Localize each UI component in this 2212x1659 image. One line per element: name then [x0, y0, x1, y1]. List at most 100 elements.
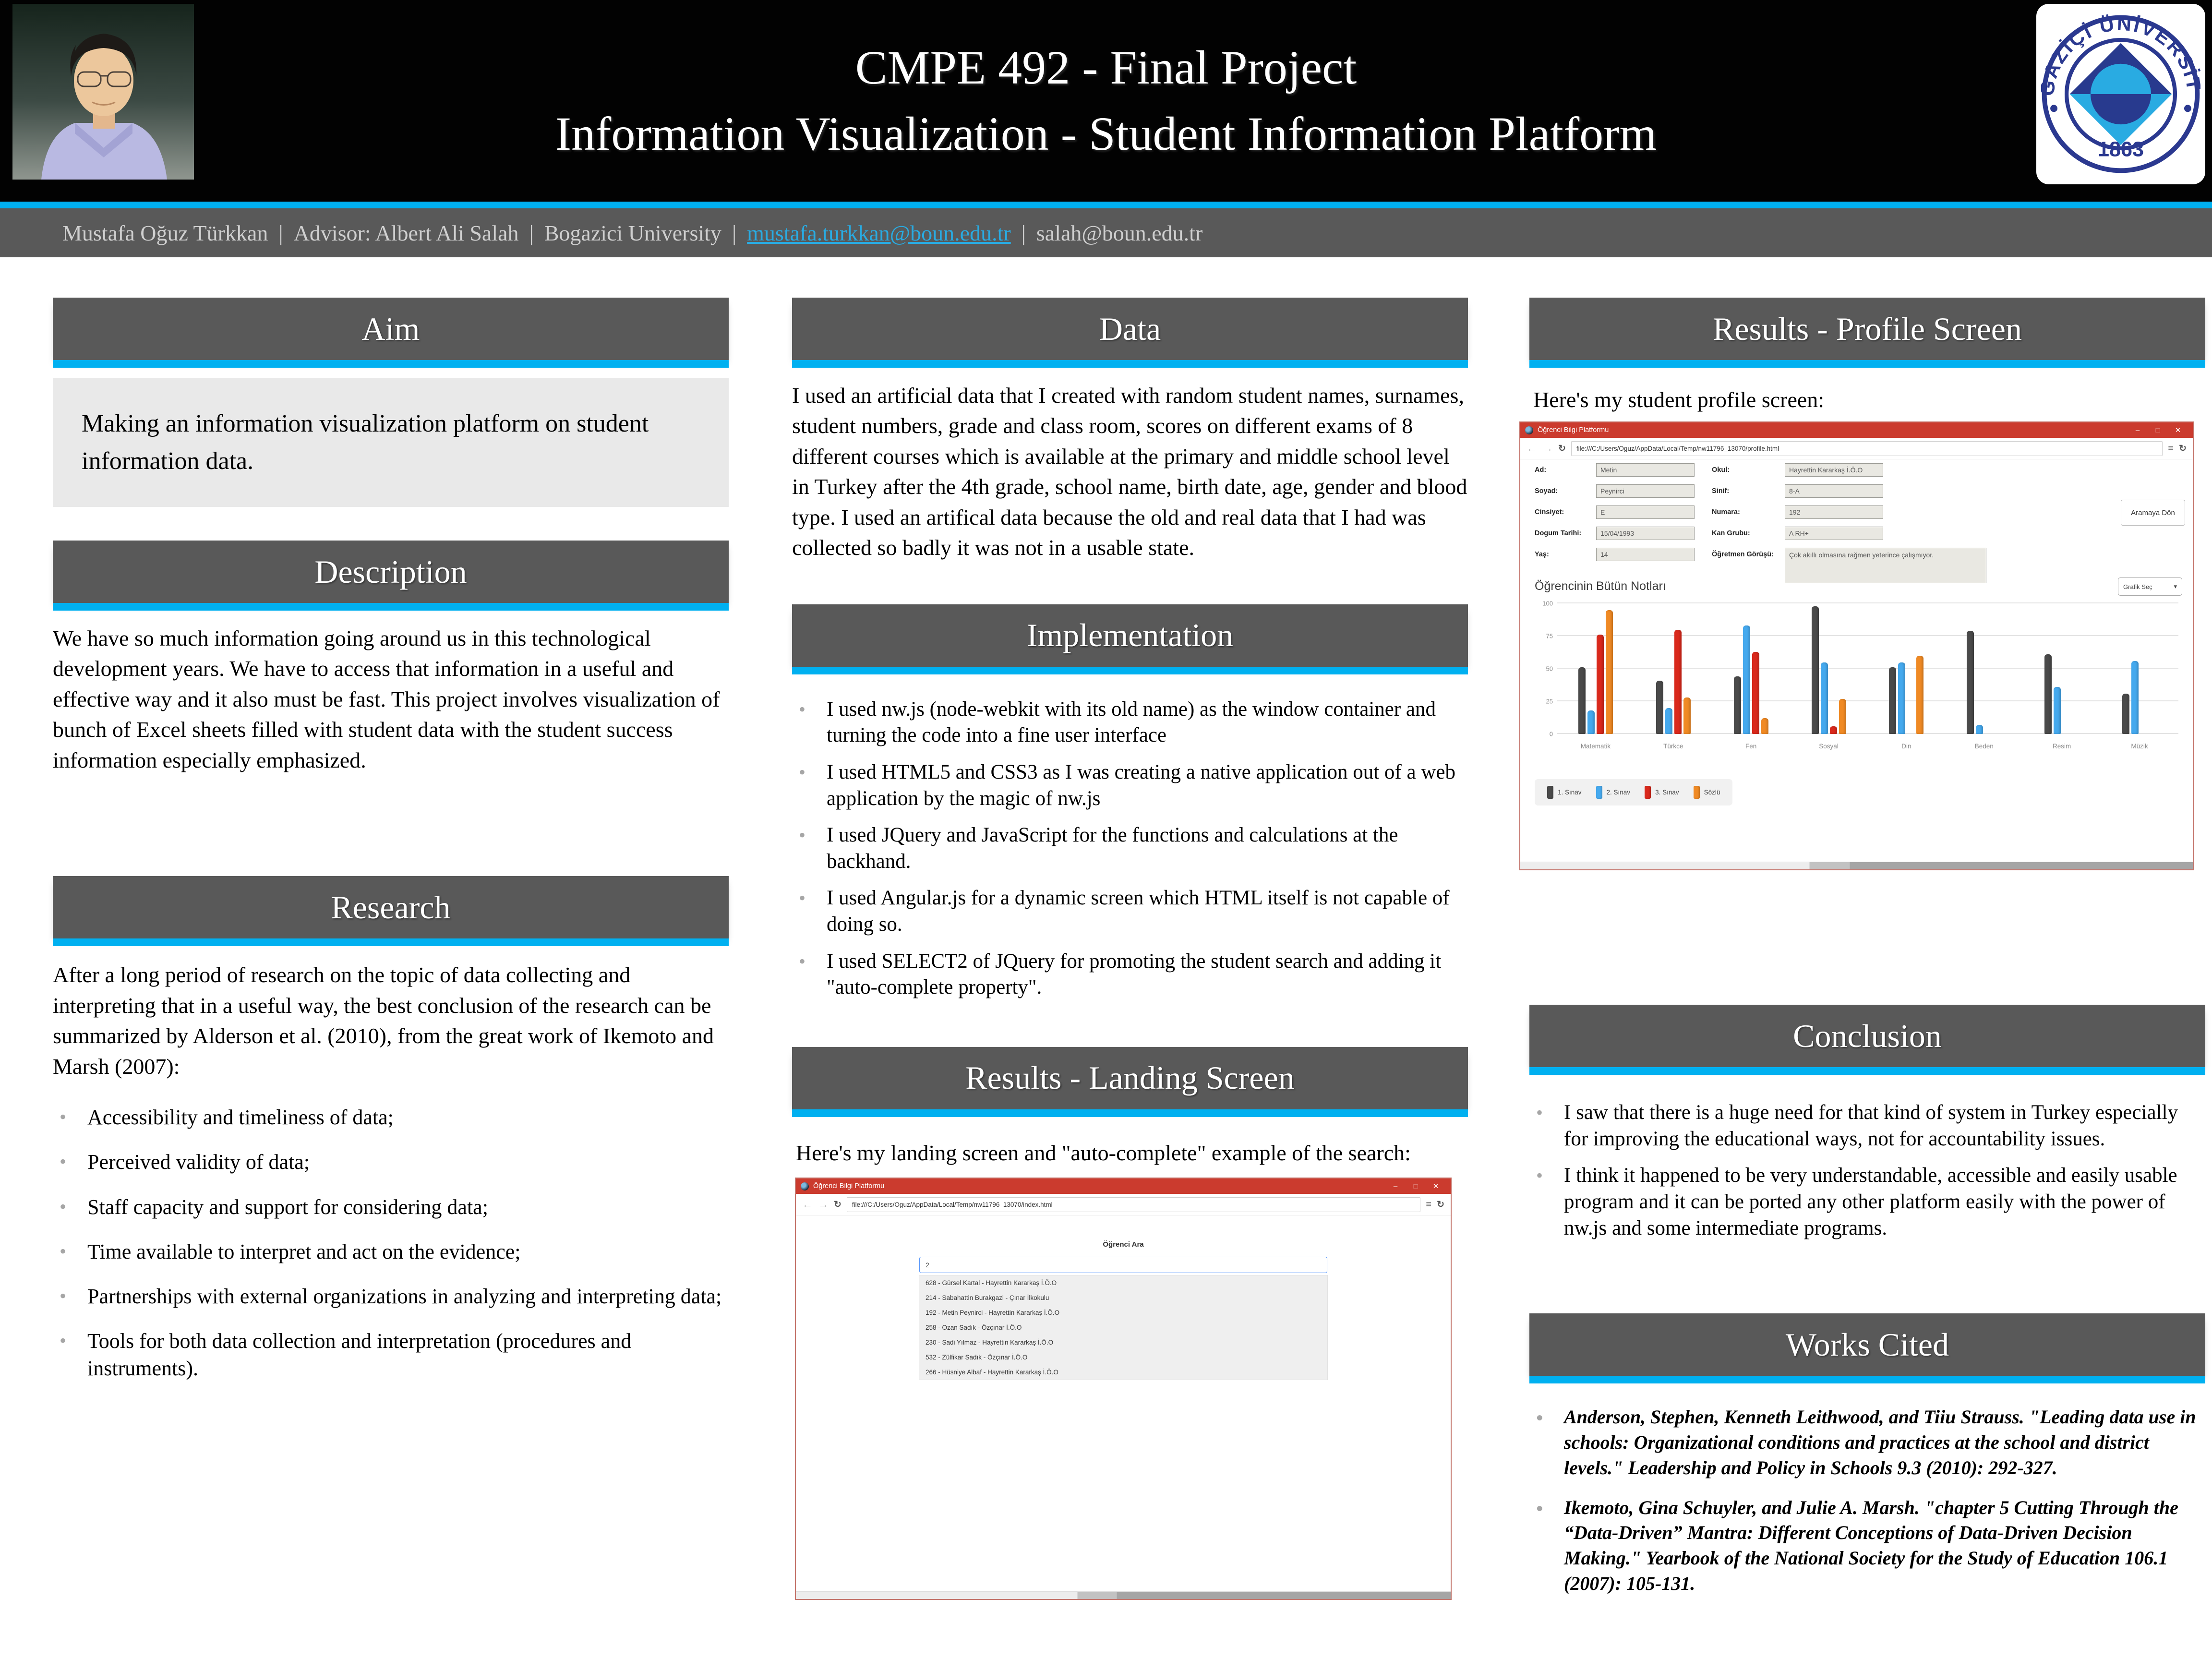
minimize-button[interactable]: –	[1393, 1182, 1398, 1190]
profile-intro: Here's my student profile screen:	[1533, 387, 1825, 412]
chart-categories: Matematik Türkce Fen Sosyal Din Beden Resim Müz…	[1557, 743, 2178, 750]
conclusion-bullet: I think it happened to be very understan…	[1529, 1163, 2205, 1241]
close-button[interactable]: ✕	[1432, 1182, 1439, 1190]
back-icon[interactable]: ←	[1527, 442, 1537, 455]
research-bullet: Staff capacity and support for consideri…	[53, 1193, 729, 1221]
advisor: Advisor: Albert Ali Salah	[293, 220, 519, 245]
autocomplete-results: 628 - Gürsel Kartal - Hayrettin Kararkaş…	[919, 1275, 1328, 1380]
implementation-bullet: I used SELECT2 of JQuery for promoting t…	[792, 949, 1468, 1001]
close-button[interactable]: ✕	[2175, 426, 2181, 435]
section-data: Data I used an artificial data that I cr…	[792, 298, 1468, 563]
landing-screen-window: Öğrenci Bilgi Platformu – □ ✕ ← → ↻ file…	[795, 1178, 1452, 1600]
reload-icon[interactable]: ↻	[1558, 443, 1566, 454]
maximize-button[interactable]: □	[1413, 1182, 1418, 1190]
x-axis-label: Müzik	[2131, 743, 2148, 750]
teacher-note-textarea[interactable]: Çok akıllı olmasına rağmen yeterince çal…	[1785, 548, 1986, 584]
legend-label: 2. Sınav	[1606, 789, 1631, 796]
teacher-note-label: Öğretmen Görüşü:	[1712, 551, 1774, 559]
section-title: Implementation	[1026, 617, 1234, 654]
field-input[interactable]: Peynirci	[1596, 484, 1695, 498]
field-input[interactable]: 192	[1785, 505, 1883, 519]
section-description-header: Description	[53, 541, 729, 603]
minimize-button[interactable]: –	[2135, 426, 2140, 434]
profile-form-rows: Ad: Metin Okul: Hayrettin Kararkaş İ.Ö.O…	[1535, 463, 2111, 541]
legend-item: 2. Sınav	[1596, 786, 1631, 799]
horizontal-scrollbar[interactable]	[796, 1591, 1451, 1599]
legend-swatch	[1596, 786, 1602, 799]
grades-heading: Öğrencinin Bütün Notları	[1535, 579, 1666, 593]
legend-swatch	[1645, 786, 1651, 799]
forward-icon[interactable]: →	[1542, 442, 1553, 455]
chart-bar-group	[1790, 603, 1868, 734]
chart-bar	[1733, 676, 1741, 734]
author-email-link[interactable]: mustafa.turkkan@boun.edu.tr	[747, 220, 1011, 245]
field-input[interactable]: Hayrettin Kararkaş İ.Ö.O	[1785, 463, 1883, 477]
chart-bar	[1967, 631, 1974, 734]
maximize-button[interactable]: □	[2155, 426, 2160, 434]
chart-bar	[1898, 662, 1906, 734]
autocomplete-item[interactable]: 214 - Sabahattin Burakgazi - Çınar İlkok…	[926, 1294, 1049, 1301]
implementation-bullet: I used nw.js (node-webkit with its old n…	[792, 697, 1468, 749]
section-results-profile-header: Results - Profile Screen	[1529, 298, 2205, 360]
field-label: Numara:	[1712, 508, 1740, 517]
x-axis-label: Beden	[1974, 743, 1994, 750]
chart-bar	[1656, 680, 1663, 734]
age-input[interactable]: 14	[1596, 548, 1695, 562]
address-url: file:///C:/Users/Oguz/AppData/Local/Temp…	[1576, 445, 1779, 452]
autocomplete-item[interactable]: 266 - Hüsniye Albaf - Hayrettin Kararkaş…	[926, 1369, 1058, 1376]
forward-icon[interactable]: →	[818, 1198, 829, 1210]
autocomplete-item[interactable]: 258 - Ozan Sadık - Özçınar İ.Ö.O	[926, 1324, 1022, 1331]
chart-bar	[1596, 635, 1604, 734]
autocomplete-item[interactable]: 230 - Sadi Yılmaz - Hayrettin Kararkaş İ…	[926, 1339, 1054, 1346]
back-icon[interactable]: ←	[802, 1198, 813, 1210]
section-implementation-header: Implementation	[792, 604, 1468, 667]
chart-bar-group	[1868, 603, 1946, 734]
research-bullet-list: Accessibility and timeliness of data; Per…	[53, 1104, 729, 1382]
autocomplete-item[interactable]: 628 - Gürsel Kartal - Hayrettin Kararkaş…	[926, 1279, 1057, 1286]
field-input[interactable]: E	[1596, 505, 1695, 519]
poster-title-line2: Information Visualization - Student Info…	[555, 107, 1657, 160]
field-input[interactable]: Metin	[1596, 463, 1695, 477]
address-bar[interactable]: file:///C:/Users/Oguz/AppData/Local/Temp…	[846, 1197, 1421, 1212]
university-name: Bogazici University	[544, 220, 721, 245]
author-bar: Mustafa Oğuz Türkkan | Advisor: Albert A…	[0, 208, 2212, 257]
chart-bar	[2131, 661, 2139, 734]
chart-legend: 1. Sınav 2. Sınav 3. Sınav Sözlü	[1535, 779, 1733, 806]
menu-icon[interactable]: ≡	[2168, 443, 2174, 454]
reload-icon-right[interactable]: ↻	[1437, 1199, 1444, 1210]
author-name: Mustafa Oğuz Türkkan	[62, 220, 268, 245]
search-input[interactable]: 2	[919, 1257, 1327, 1273]
field-input[interactable]: 8-A	[1785, 484, 1883, 498]
chart-bar	[1976, 725, 1984, 734]
chart-bar	[1587, 710, 1595, 734]
autocomplete-item[interactable]: 192 - Metin Peynirci - Hayrettin Kararka…	[926, 1309, 1060, 1316]
autocomplete-item[interactable]: 532 - Zülfikar Sadık - Özçınar İ.Ö.O	[926, 1354, 1028, 1361]
horizontal-scrollbar[interactable]	[1520, 862, 2193, 870]
conclusion-bullet: I saw that there is a huge need for that…	[1529, 1100, 2205, 1152]
section-title: Aim	[361, 310, 420, 347]
field-label: Okul:	[1712, 466, 1730, 474]
chart-bar-group	[1945, 603, 2023, 734]
x-axis-label: Resim	[2053, 743, 2071, 750]
section-works-cited-header: Works Cited	[1529, 1313, 2205, 1376]
field-input[interactable]: 15/04/1993	[1596, 527, 1695, 541]
chart-bar	[1916, 655, 1924, 734]
menu-icon[interactable]: ≡	[1426, 1199, 1432, 1210]
chart-type-select[interactable]: Grafik Seç ▾	[2118, 577, 2182, 596]
reload-icon-right[interactable]: ↻	[2179, 443, 2187, 454]
y-axis-label: 75	[1546, 632, 1553, 640]
address-bar[interactable]: file:///C:/Users/Oguz/AppData/Local/Temp…	[1571, 441, 2163, 456]
gridline	[1557, 668, 2178, 669]
section-title: Conclusion	[1793, 1017, 1942, 1054]
section-results-landing-header: Results - Landing Screen	[792, 1046, 1468, 1109]
gridline	[1557, 733, 2178, 734]
chart-bar	[1605, 610, 1613, 734]
chart-bar-group	[2101, 603, 2178, 734]
field-input[interactable]: A RH+	[1785, 527, 1883, 541]
back-to-search-button[interactable]: Aramaya Dön	[2121, 500, 2185, 526]
reload-icon[interactable]: ↻	[834, 1199, 842, 1210]
section-results-profile: Results - Profile Screen Here's my stude…	[1519, 298, 2205, 871]
gridline	[1557, 700, 2178, 702]
aim-body: Making an information visualization plat…	[82, 410, 649, 475]
